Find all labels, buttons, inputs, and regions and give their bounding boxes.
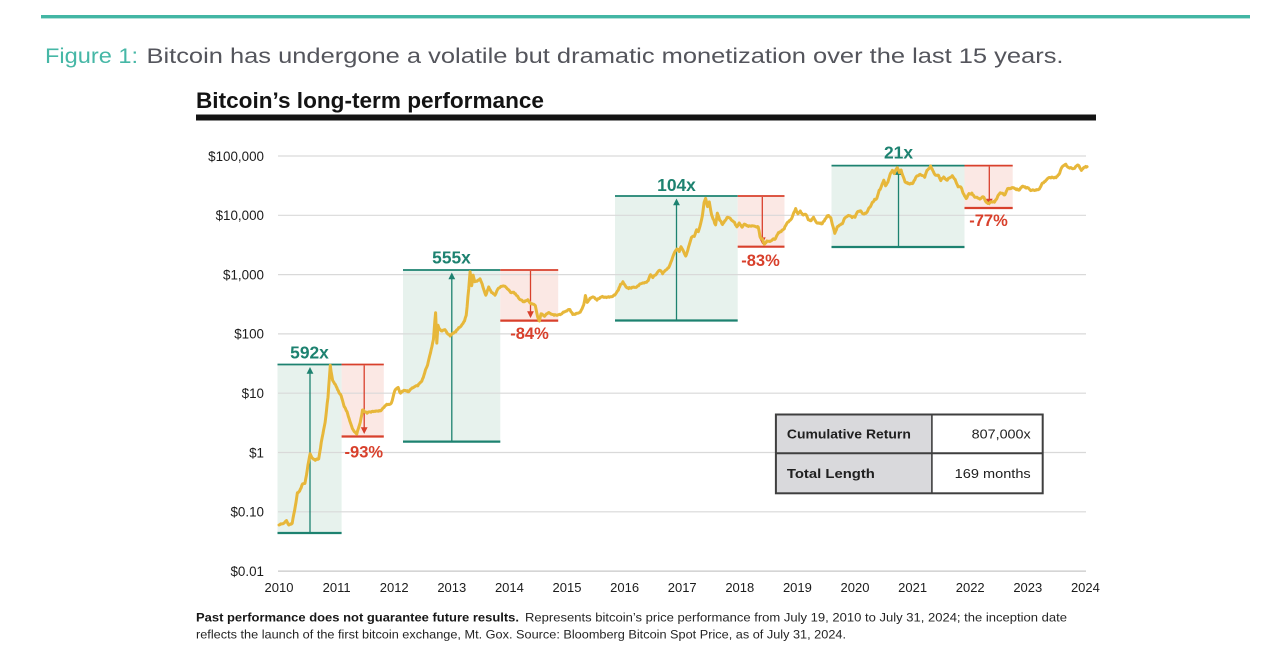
svg-text:$1,000: $1,000	[223, 267, 264, 282]
svg-text:-83%: -83%	[741, 252, 780, 270]
svg-text:807,000x: 807,000x	[972, 427, 1032, 442]
svg-text:2020: 2020	[841, 580, 870, 595]
svg-text:Past performance does not guar: Past performance does not guarantee futu…	[196, 611, 519, 625]
svg-text:2018: 2018	[725, 580, 754, 595]
svg-text:2015: 2015	[553, 580, 582, 595]
svg-text:Bitcoin has undergone a volati: Bitcoin has undergone a volatile but dra…	[147, 45, 1064, 68]
svg-text:Bitcoin’s long-term performanc: Bitcoin’s long-term performance	[196, 88, 544, 113]
svg-text:2023: 2023	[1013, 580, 1042, 595]
svg-text:2011: 2011	[323, 580, 351, 595]
svg-text:169 months: 169 months	[955, 466, 1032, 481]
svg-text:Figure 1:: Figure 1:	[45, 45, 138, 68]
svg-text:555x: 555x	[432, 248, 471, 268]
svg-text:Total Length: Total Length	[787, 466, 875, 481]
svg-text:2019: 2019	[783, 580, 812, 595]
svg-text:$0.01: $0.01	[230, 564, 264, 579]
svg-text:2010: 2010	[265, 580, 294, 595]
svg-text:21x: 21x	[884, 143, 913, 163]
svg-text:-93%: -93%	[345, 443, 384, 461]
svg-text:2012: 2012	[380, 580, 409, 595]
svg-text:$0.10: $0.10	[230, 505, 264, 520]
svg-text:2024: 2024	[1071, 580, 1100, 595]
svg-text:$1: $1	[249, 445, 264, 460]
svg-text:2017: 2017	[668, 580, 697, 595]
svg-text:104x: 104x	[657, 175, 696, 195]
svg-text:$100: $100	[234, 327, 264, 342]
svg-text:2013: 2013	[437, 580, 466, 595]
svg-text:-84%: -84%	[510, 325, 549, 343]
svg-text:$100,000: $100,000	[208, 149, 264, 164]
svg-text:592x: 592x	[290, 343, 329, 363]
svg-text:2014: 2014	[495, 580, 524, 595]
svg-text:-77%: -77%	[969, 212, 1008, 230]
svg-text:2021: 2021	[898, 580, 927, 595]
svg-text:$10,000: $10,000	[216, 208, 264, 223]
svg-text:Represents bitcoin’s price per: Represents bitcoin’s price performance f…	[525, 611, 1067, 625]
svg-text:reflects the launch of the fir: reflects the launch of the first bitcoin…	[196, 628, 846, 642]
svg-text:Cumulative Return: Cumulative Return	[787, 427, 911, 442]
svg-text:2022: 2022	[956, 580, 985, 595]
svg-text:2016: 2016	[610, 580, 639, 595]
svg-text:$10: $10	[242, 386, 264, 401]
